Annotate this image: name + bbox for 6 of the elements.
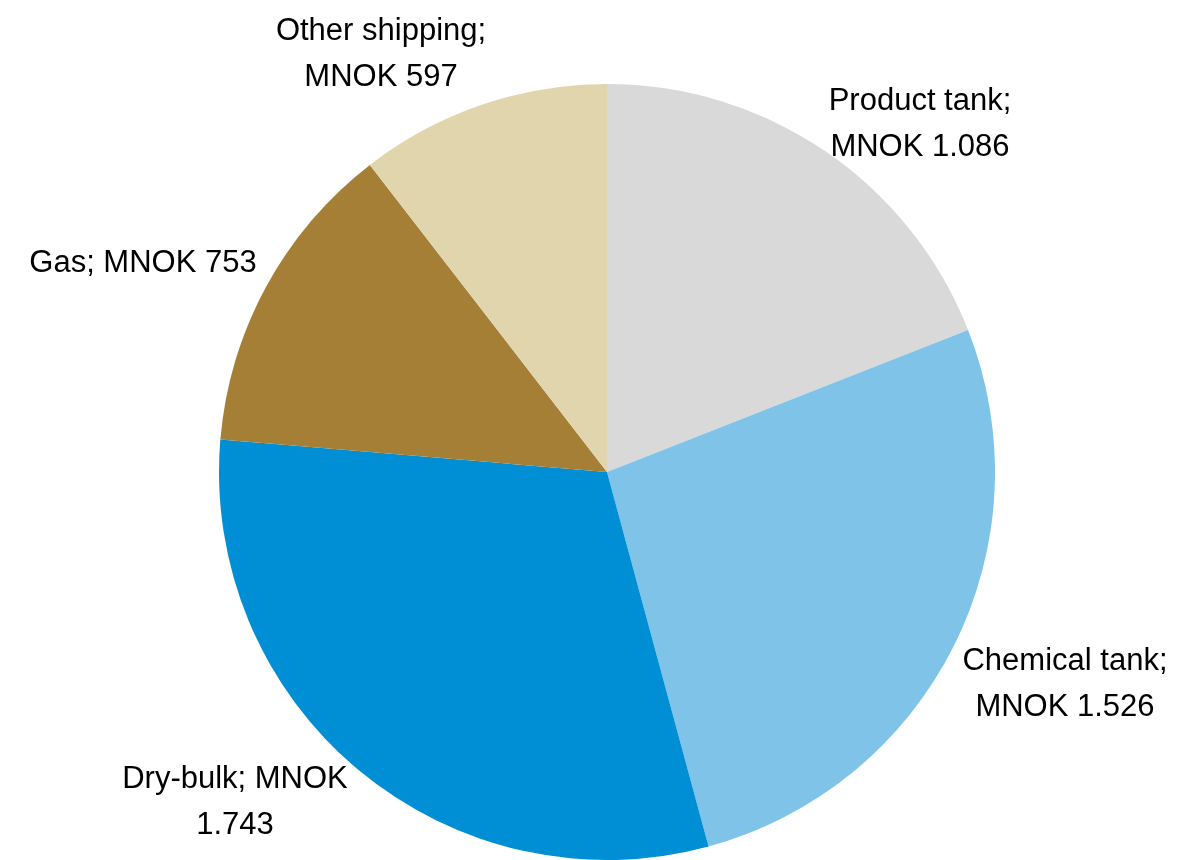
slice-label: Dry-bulk; MNOK 1.743 <box>122 760 349 841</box>
pie-slice <box>369 84 607 472</box>
slice-label: Chemical tank; MNOK 1.526 <box>962 642 1168 723</box>
slice-label: Product tank; MNOK 1.086 <box>828 82 1012 163</box>
slice-label: Gas; MNOK 753 <box>29 244 257 279</box>
slice-label: Other shipping; MNOK 597 <box>275 12 487 93</box>
